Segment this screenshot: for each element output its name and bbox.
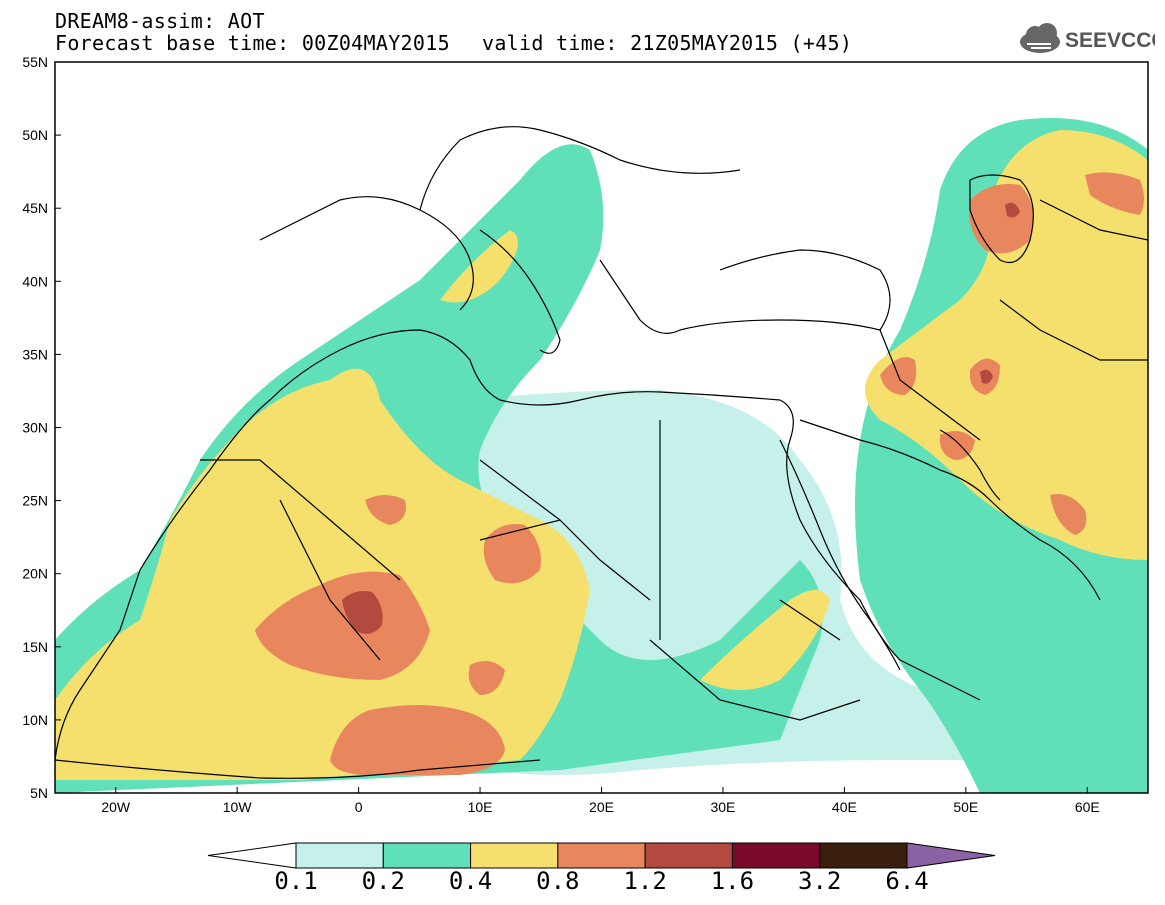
- lat-label: 45N: [22, 200, 48, 216]
- aot-band-0.4-italy: [440, 230, 518, 303]
- lon-label: 40E: [832, 799, 857, 815]
- colorbar-tick-label: 6.4: [885, 867, 929, 895]
- border-middle-east: [879, 199, 1148, 441]
- coastline-europe: [259, 126, 741, 311]
- aot-band-0.8-kazakh: [1085, 172, 1144, 215]
- lat-label: 10N: [22, 712, 48, 728]
- coastline-west-africa: [55, 569, 141, 761]
- valid-time: valid time: 21Z05MAY2015 (+45): [482, 31, 853, 55]
- lat-label: 15N: [22, 639, 48, 655]
- coastline-gulf: [939, 429, 1001, 501]
- lon-label: 20W: [101, 799, 131, 815]
- colorbar-box: [470, 842, 559, 869]
- colorbar-tick-label: 1.2: [623, 867, 667, 895]
- coastline-italy: [479, 229, 561, 354]
- lat-label: 40N: [22, 273, 48, 289]
- coastline-red-sea: [779, 439, 901, 671]
- latitude-labels: 55N 50N 45N 40N 35N 30N 25N 20N 15N 10N 5N: [22, 54, 61, 801]
- colorbar: [207, 842, 996, 869]
- colorbar-box: [557, 842, 646, 869]
- lat-label: 20N: [22, 566, 48, 582]
- cloud-icon: [1020, 23, 1060, 53]
- forecast-base-time: Forecast base time: 00Z04MAY2015: [55, 31, 450, 55]
- coastlines: [55, 126, 1148, 779]
- lon-label: 10E: [468, 799, 493, 815]
- aot-band-0.4: [55, 368, 590, 780]
- colorbar-tick-label: 3.2: [798, 867, 842, 895]
- coastline-caspian: [969, 174, 1034, 264]
- colorbar-under: [207, 842, 297, 869]
- border-sahara: [200, 420, 661, 661]
- lat-label: 5N: [30, 785, 48, 801]
- aot-band-1.2-core: [342, 591, 383, 634]
- aot-field: [55, 118, 1148, 793]
- colorbar-box: [731, 842, 821, 869]
- aot-band-0.4-se: [700, 590, 830, 690]
- aot-band-0.4-east: [865, 130, 1148, 560]
- lon-label: 50E: [953, 799, 978, 815]
- colorbar-box: [295, 842, 384, 869]
- colorbar-tick-label: 0.1: [274, 867, 318, 895]
- lat-label: 30N: [22, 420, 48, 436]
- colorbar-tick-label: 0.8: [536, 867, 580, 895]
- coastline-greece: [599, 259, 681, 334]
- coastline-arabia: [799, 419, 1101, 601]
- logo-text: SEEVCCC: [1065, 29, 1155, 52]
- lon-label: 30E: [710, 799, 735, 815]
- aot-band-0.8-sahel: [255, 571, 430, 680]
- lat-label: 25N: [22, 493, 48, 509]
- colorbar-tick-label: 0.4: [448, 867, 493, 895]
- chart-title: DREAM8-assim: AOT: [55, 9, 265, 33]
- lon-label: 10W: [223, 799, 253, 815]
- border-east-africa: [649, 599, 861, 721]
- colorbar-box: [382, 842, 472, 869]
- colorbar-box: [819, 842, 908, 869]
- lat-label: 55N: [22, 54, 48, 70]
- aot-band-0.8-gulf: [939, 431, 975, 460]
- lat-label: 35N: [22, 346, 48, 362]
- longitude-labels: 20W 10W 0 10E 20E 30E 40E 50E 60E: [101, 787, 1100, 815]
- lat-label: 50N: [22, 127, 48, 143]
- coastline-guinea: [55, 759, 541, 779]
- aot-band-0.8-oman: [1050, 494, 1087, 535]
- lon-label: 20E: [589, 799, 614, 815]
- aot-band-0.8-central: [468, 661, 505, 695]
- colorbar-over: [906, 842, 996, 869]
- seevccc-logo: SEEVCCC: [1020, 23, 1155, 53]
- aot-band-0.8-chad: [483, 524, 541, 584]
- colorbar-box: [644, 842, 733, 869]
- aot-band-0.8-caspian: [969, 184, 1034, 254]
- coastline-turkey: [679, 249, 891, 331]
- aot-band-1.2-caspian: [1005, 202, 1020, 218]
- aot-band-1.2-iran: [980, 369, 993, 384]
- aot-band-0.8-south: [330, 705, 505, 775]
- colorbar-tick-label: 1.6: [710, 867, 755, 895]
- aot-band-0.8-niger: [365, 495, 406, 525]
- lon-label: 0: [355, 799, 363, 815]
- coastline-north-africa: [139, 329, 981, 701]
- lon-label: 60E: [1075, 799, 1100, 815]
- colorbar-tick-label: 0.2: [361, 867, 405, 895]
